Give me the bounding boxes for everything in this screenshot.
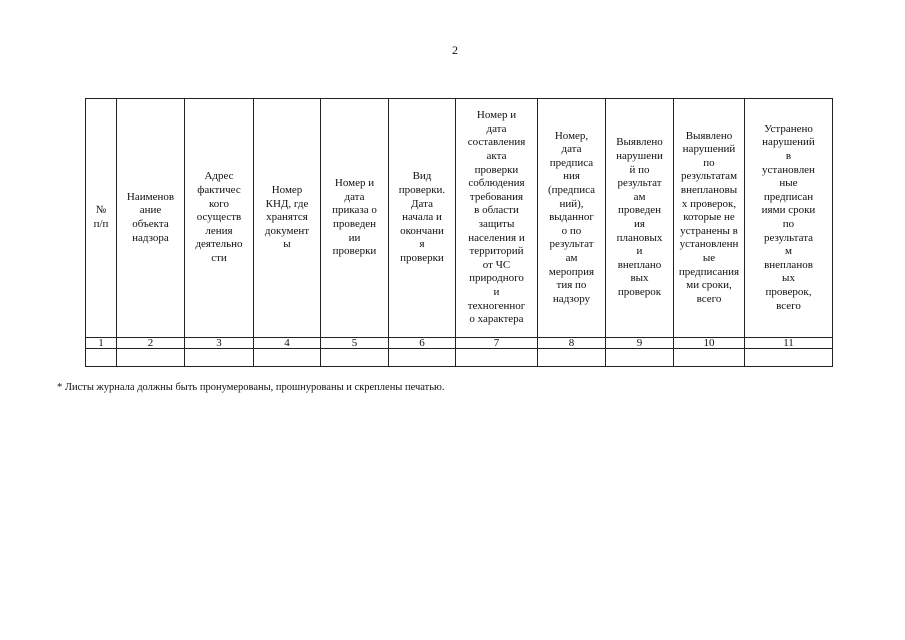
column-number: 4 — [253, 337, 321, 349]
page-number: 2 — [452, 43, 458, 57]
column-number: 2 — [116, 337, 185, 349]
column-number: 10 — [673, 337, 745, 349]
empty-row — [85, 348, 833, 367]
column-number-row: 1 2 3 4 5 6 7 8 9 10 11 — [85, 337, 833, 349]
column-number: 8 — [537, 337, 606, 349]
header-cell: Адрес фактичес кого осуществ ления деяте… — [184, 98, 254, 338]
header-cell: Устранено нарушений в установлен ные пре… — [744, 98, 833, 338]
footnote: * Листы журнала должны быть пронумерован… — [57, 382, 445, 393]
header-cell: Номер и дата приказа о проведен ии прове… — [320, 98, 389, 338]
header-cell: Номер и дата составления акта проверки с… — [455, 98, 538, 338]
empty-cell — [388, 348, 456, 367]
empty-cell — [320, 348, 389, 367]
header-row: № п/п Наименов ание объекта надзора Адре… — [85, 98, 833, 338]
empty-cell — [605, 348, 674, 367]
header-cell: Наименов ание объекта надзора — [116, 98, 185, 338]
empty-cell — [744, 348, 833, 367]
empty-cell — [537, 348, 606, 367]
empty-cell — [253, 348, 321, 367]
empty-cell — [673, 348, 745, 367]
empty-cell — [455, 348, 538, 367]
header-cell: Номер КНД, где хранятся документ ы — [253, 98, 321, 338]
header-cell: Выявлено нарушений по результатам внепла… — [673, 98, 745, 338]
column-number: 5 — [320, 337, 389, 349]
column-number: 6 — [388, 337, 456, 349]
header-cell: Номер, дата предписа ния (предписа ний),… — [537, 98, 606, 338]
column-number: 7 — [455, 337, 538, 349]
column-number: 9 — [605, 337, 674, 349]
empty-cell — [85, 348, 117, 367]
header-cell: № п/п — [85, 98, 117, 338]
column-number: 1 — [85, 337, 117, 349]
empty-cell — [184, 348, 254, 367]
empty-cell — [116, 348, 185, 367]
header-cell: Вид проверки. Дата начала и окончани я п… — [388, 98, 456, 338]
column-number: 11 — [744, 337, 833, 349]
column-number: 3 — [184, 337, 254, 349]
header-cell: Выявлено нарушени й по результат ам пров… — [605, 98, 674, 338]
journal-table: № п/п Наименов ание объекта надзора Адре… — [85, 98, 833, 367]
